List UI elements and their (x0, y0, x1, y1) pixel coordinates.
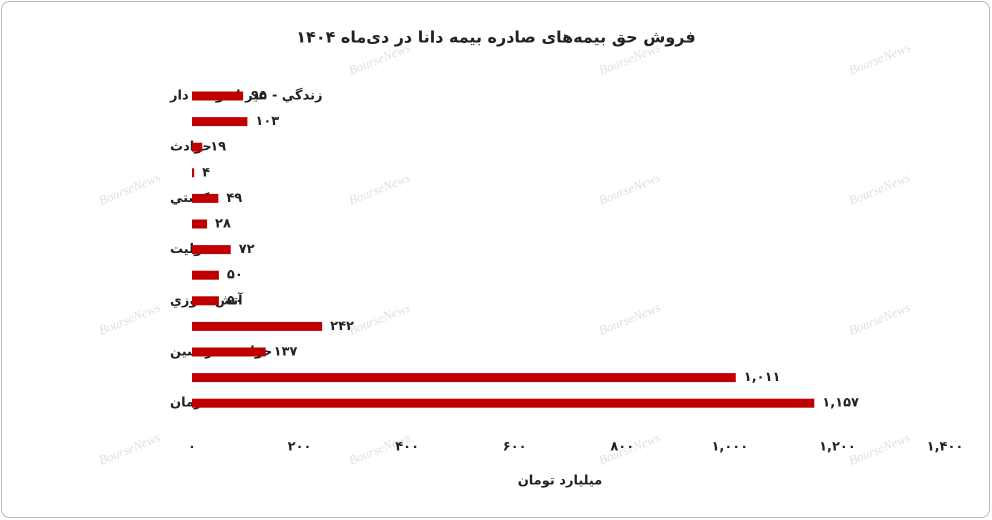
bar (192, 245, 231, 255)
x-tick-label: ۱,۰۰۰ (712, 440, 749, 455)
bar (192, 142, 203, 152)
value-label: ۷۲ (239, 242, 255, 257)
value-label: ۹۵ (251, 89, 267, 104)
bar (192, 347, 266, 357)
bar (192, 219, 208, 229)
value-label: ۱,۱۵۷ (822, 396, 859, 411)
value-label: ۲۸ (215, 217, 231, 232)
value-label: ۱۰۳ (255, 114, 279, 129)
bar (192, 398, 815, 408)
x-axis-label: میلیارد تومان (518, 474, 603, 489)
y-tick-label: حوادث (170, 140, 212, 155)
bar (192, 117, 248, 127)
bar (192, 296, 219, 306)
value-label: ۴ (202, 165, 210, 180)
x-tick-label: ۲۰۰ (288, 440, 312, 455)
x-tick-label: ۰ (188, 440, 196, 455)
bar (192, 373, 736, 383)
value-label: ۲۴۲ (330, 319, 354, 334)
value-label: ۱۳۷ (274, 345, 298, 360)
chart-title: فروش حق بیمه‌های صادره بیمه دانا در دی‌م… (296, 28, 695, 47)
value-label: ۵۰ (227, 268, 243, 283)
x-tick-label: ۶۰۰ (503, 440, 527, 455)
x-tick-label: ۱,۴۰۰ (927, 440, 964, 455)
value-label: ۱,۰۱۱ (744, 370, 781, 385)
x-tick-label: ۱,۲۰۰ (819, 440, 856, 455)
bar (192, 270, 219, 280)
bar (192, 91, 244, 101)
value-label: ۱۹ (210, 140, 226, 155)
x-tick-label: ۸۰۰ (610, 440, 634, 455)
bar (192, 168, 195, 178)
bar (192, 193, 219, 203)
value-label: ۴۹ (226, 191, 242, 206)
bar (192, 321, 323, 331)
x-tick-label: ۴۰۰ (395, 440, 419, 455)
value-label: ۵۰ (227, 293, 243, 308)
